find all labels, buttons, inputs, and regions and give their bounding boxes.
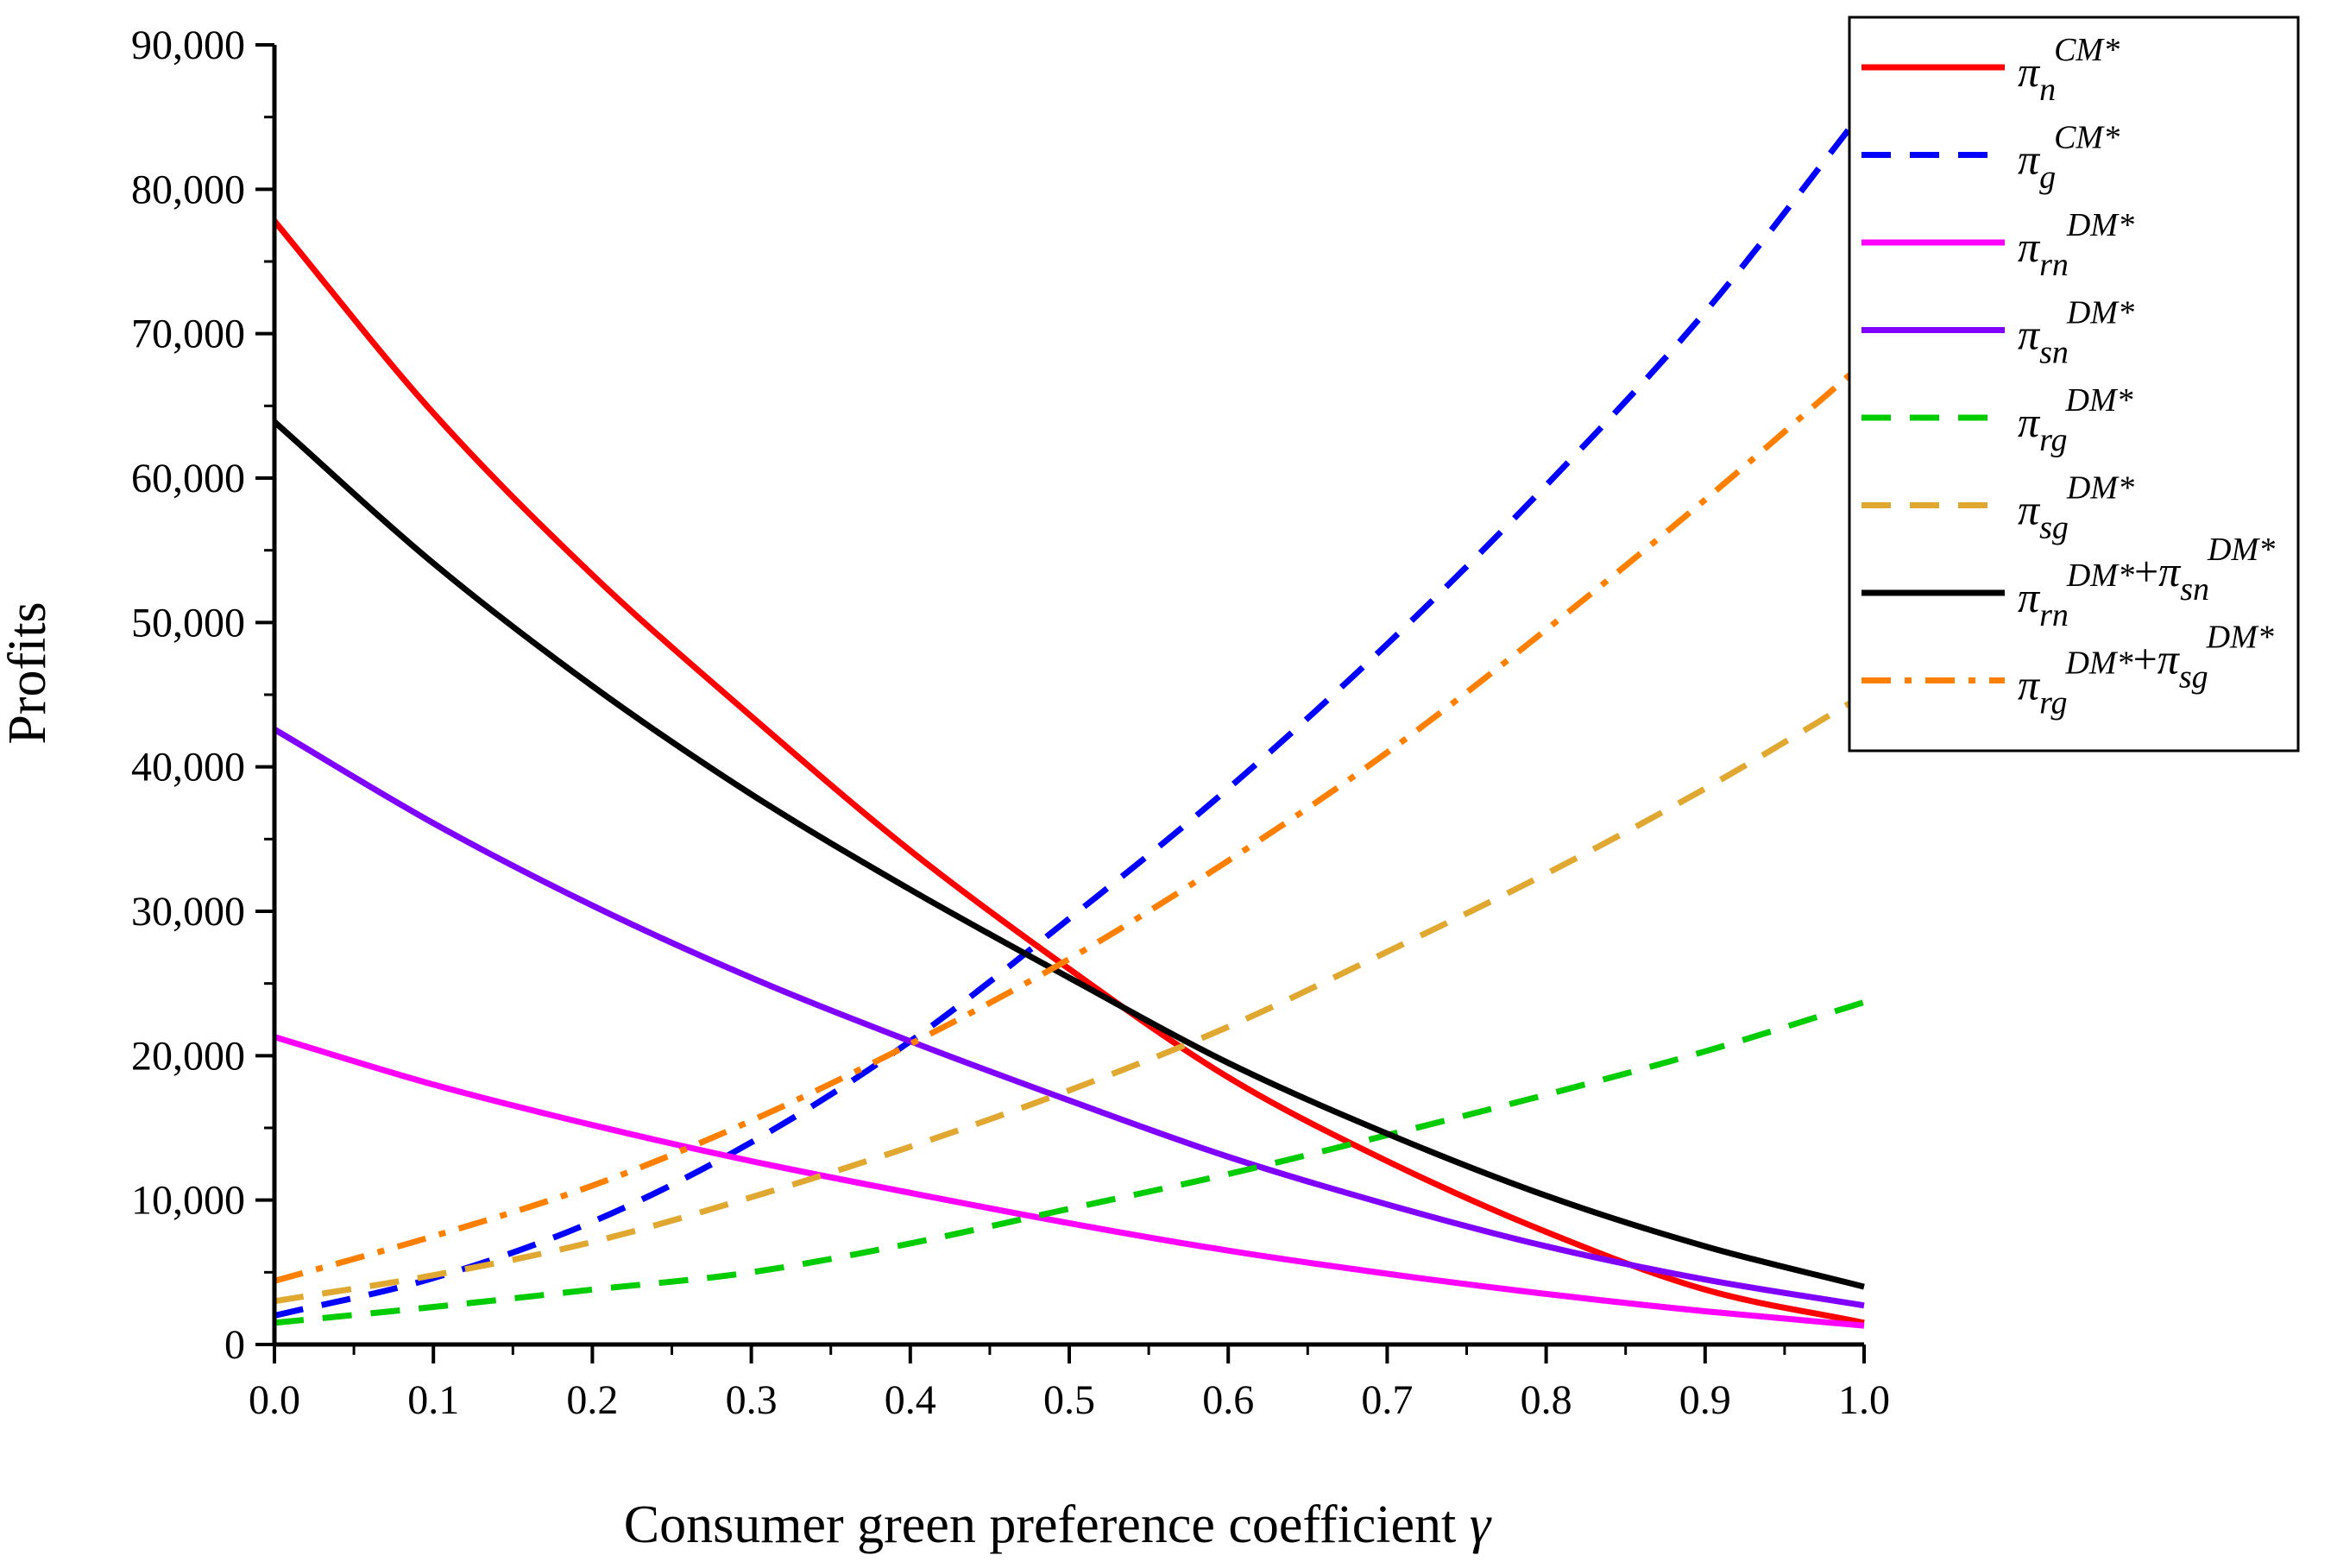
x-tick-label: 1.0	[1838, 1377, 1890, 1423]
series-line-8	[274, 360, 1867, 1284]
y-tick-label: 0	[224, 1322, 245, 1368]
x-tick-label: 0.4	[885, 1377, 936, 1423]
axes	[255, 43, 1866, 1363]
series-line-5	[274, 999, 1866, 1326]
x-axis-title-symbol: γ	[1470, 1496, 1492, 1554]
legend-label-3: πrnDM*	[2018, 207, 2134, 283]
y-tick-label: 10,000	[131, 1178, 245, 1224]
legend: πnCM* πgCM* πrnDM* πsnDM* πrgDM* πsgDM*πrnDM*…	[1848, 16, 2300, 753]
series-layer	[272, 108, 1867, 1329]
x-axis-title-text: Consumer green preference coefficient	[624, 1496, 1457, 1554]
x-tick-label: 0.1	[407, 1377, 459, 1423]
series-line-6	[274, 691, 1866, 1305]
series-line-1	[272, 218, 1865, 1326]
series-line-4	[273, 727, 1865, 1309]
legend-label-1: πnCM*	[2018, 32, 2120, 108]
y-tick-label: 20,000	[131, 1033, 245, 1079]
x-tick-label: 0.0	[249, 1377, 300, 1423]
legend-label-4: πsnDM*	[2018, 295, 2134, 371]
y-tick-label: 90,000	[131, 22, 245, 68]
legend-label-7: πrnDM*+πsnDM*	[2018, 532, 2275, 633]
y-tick-label: 40,000	[131, 745, 245, 790]
x-tick-label: 0.9	[1679, 1377, 1731, 1423]
y-tick-label: 80,000	[131, 167, 245, 212]
x-axis-title: Consumer green preference coefficient γ	[624, 1496, 1492, 1554]
y-tick-label: 60,000	[131, 456, 245, 501]
legend-label-6: πsgDM*	[2018, 470, 2134, 546]
series-line-2	[274, 108, 1867, 1319]
x-tick-label: 0.2	[566, 1377, 618, 1423]
legend-label-5: πrgDM*	[2018, 382, 2133, 458]
x-tick-label: 0.8	[1521, 1377, 1572, 1423]
series-line-7	[272, 419, 1865, 1290]
y-tick-label: 50,000	[131, 600, 245, 645]
legend-label-8: πrgDM*+πsgDM*	[2018, 620, 2274, 721]
y-tick-label: 30,000	[131, 889, 245, 935]
x-tick-label: 0.7	[1361, 1377, 1413, 1423]
x-tick-label: 0.3	[726, 1377, 778, 1423]
x-tick-label: 0.5	[1043, 1377, 1095, 1423]
y-axis-title: Profits	[0, 601, 57, 744]
series-line-3	[273, 1034, 1865, 1329]
legend-label-2: πgCM*	[2018, 120, 2120, 196]
tick-labels: 0 10,000 20,000 30,000 40,000 50,000 60,000 70,…	[131, 22, 1890, 1423]
y-tick-label: 70,000	[131, 312, 245, 357]
x-tick-label: 0.6	[1202, 1377, 1254, 1423]
legend-box	[1848, 16, 2300, 753]
